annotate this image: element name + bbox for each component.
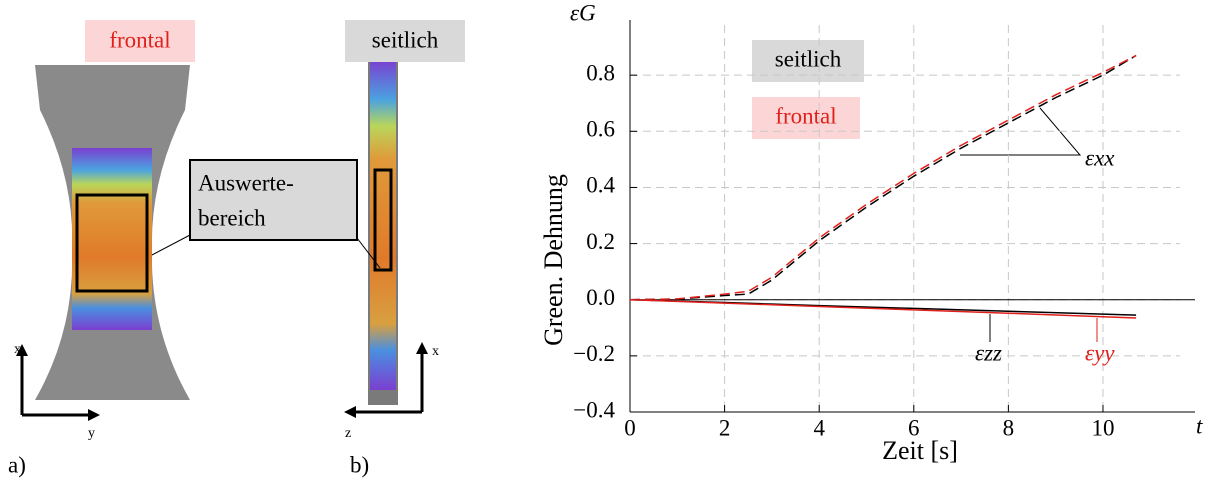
series-line (629, 54, 1137, 301)
strain-field (72, 148, 152, 330)
series-label: εzz (975, 340, 1002, 365)
x-axis-title: Zeit [s] (882, 436, 958, 465)
panel-title: seitlich (372, 27, 439, 52)
y-symbol: εG (570, 0, 596, 25)
label-box (345, 20, 465, 62)
x-tick-label: 8 (1003, 415, 1015, 440)
label-box (85, 20, 195, 62)
series-line (629, 54, 1137, 301)
y-tick-label: −0.2 (573, 341, 615, 366)
y-tick-label: 0.6 (586, 117, 615, 142)
leader-line (356, 237, 381, 269)
x-tick-label: 4 (813, 415, 825, 440)
x-tick-label: 6 (908, 415, 920, 440)
x-tick-label: 2 (719, 415, 731, 440)
axis-letter: z (345, 426, 351, 441)
series-label: εyy (1085, 340, 1115, 365)
label-box (752, 97, 860, 139)
series-line (629, 298, 1137, 319)
panel-label: a) (8, 452, 26, 477)
region-label: bereich (198, 205, 266, 230)
series-label: εxx (1085, 145, 1115, 170)
axis-letter: y (88, 426, 95, 441)
y-tick-label: 0.0 (586, 285, 615, 310)
x-symbol: t (1196, 413, 1203, 438)
annotation-leaders (960, 107, 1098, 342)
y-tick-label: 0.2 (586, 229, 615, 254)
leader-line (151, 234, 191, 256)
panel-label: b) (350, 452, 369, 477)
x-tick-label: 10 (1091, 415, 1114, 440)
y-tick-label: 0.8 (586, 60, 615, 85)
annotation: seitlich (775, 46, 842, 71)
coord-axes (20, 350, 424, 417)
region-box (75, 193, 149, 293)
region-box (373, 168, 393, 272)
y-axis-title: Green. Dehnung (539, 174, 568, 346)
region-label: Auswerte- (198, 170, 294, 195)
annotation: frontal (775, 103, 836, 128)
axis-letter: x (14, 342, 21, 357)
panel-title: frontal (109, 27, 170, 52)
label-box (189, 159, 358, 241)
y-tick-label: 0.4 (586, 173, 615, 198)
y-tick-label: −0.4 (573, 397, 615, 422)
axis-letter: x (432, 344, 439, 359)
x-tick-label: 0 (624, 415, 636, 440)
